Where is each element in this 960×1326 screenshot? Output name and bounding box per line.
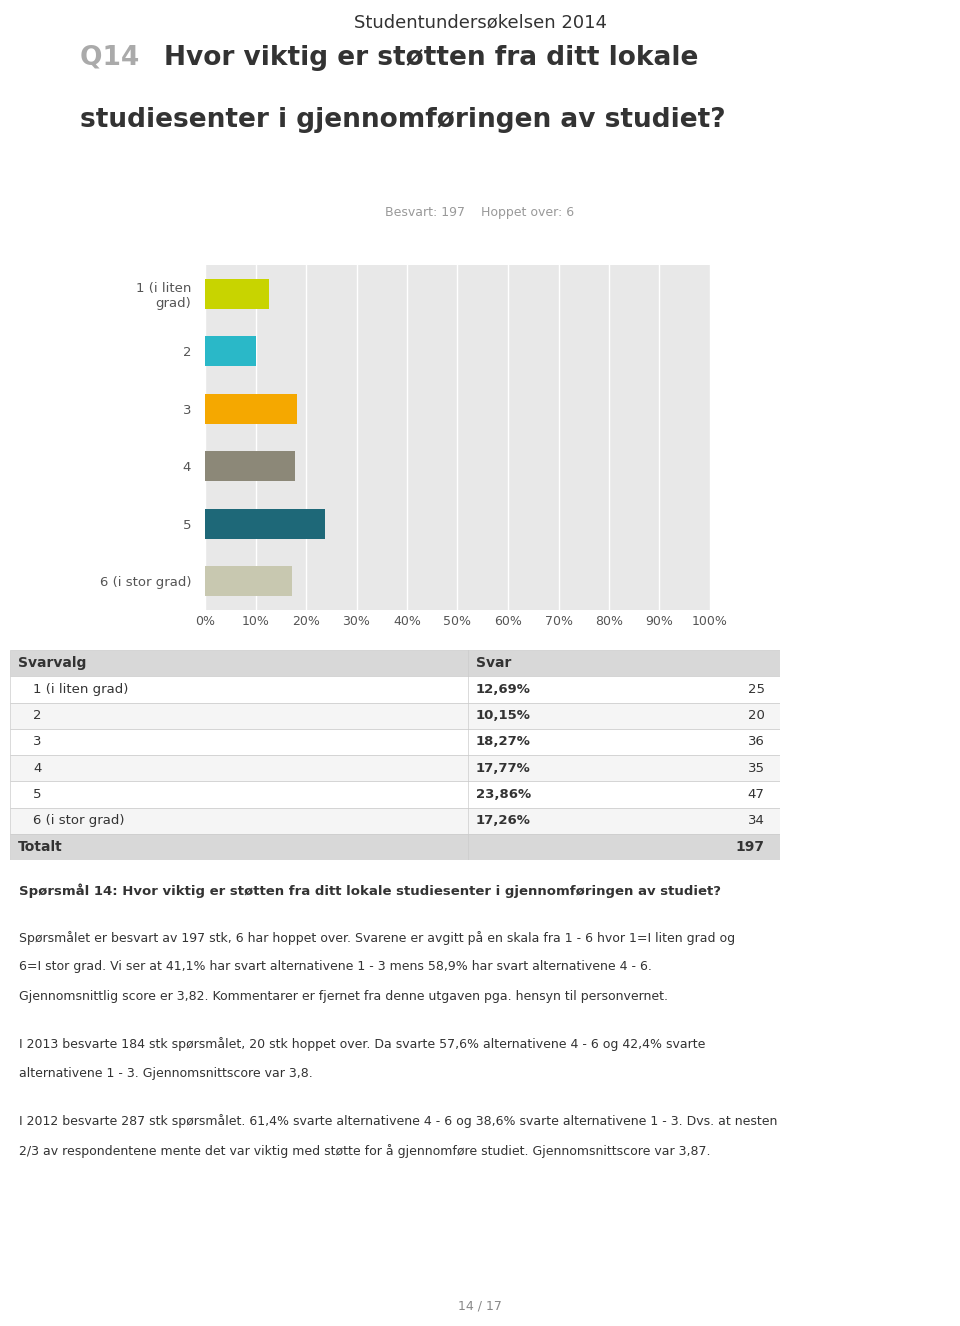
Text: Q14: Q14 — [80, 45, 149, 72]
Bar — [10, 650, 780, 676]
Text: 1 (i liten grad): 1 (i liten grad) — [33, 683, 129, 696]
Bar — [10, 703, 780, 729]
Text: Studentundersøkelsen 2014: Studentundersøkelsen 2014 — [353, 13, 607, 32]
Text: Hvor viktig er støtten fra ditt lokale: Hvor viktig er støtten fra ditt lokale — [164, 45, 698, 72]
Text: 36: 36 — [748, 736, 764, 748]
Text: S: S — [33, 28, 53, 57]
Text: 14 / 17: 14 / 17 — [458, 1299, 502, 1313]
Text: I 2012 besvarte 287 stk spørsmålet. 61,4% svarte alternativene 4 - 6 og 38,6% sv: I 2012 besvarte 287 stk spørsmålet. 61,4… — [19, 1115, 778, 1128]
Text: 2: 2 — [33, 709, 41, 723]
Text: 18,27%: 18,27% — [476, 736, 531, 748]
Text: Svarvalg: Svarvalg — [17, 656, 86, 670]
Bar — [205, 509, 325, 538]
Text: 12,69%: 12,69% — [476, 683, 531, 696]
Text: 10,15%: 10,15% — [476, 709, 531, 723]
Text: 17,77%: 17,77% — [476, 761, 531, 774]
Text: 3: 3 — [33, 736, 41, 748]
Bar — [10, 808, 780, 834]
Text: Gjennomsnittlig score er 3,82. Kommentarer er fjernet fra denne utgaven pga. hen: Gjennomsnittlig score er 3,82. Kommentar… — [19, 991, 668, 1002]
Text: 197: 197 — [735, 839, 764, 854]
Text: 34: 34 — [748, 814, 764, 827]
Text: Spørsmål 14: Hvor viktig er støtten fra ditt lokale studiesenter i gjennomføring: Spørsmål 14: Hvor viktig er støtten fra … — [19, 883, 721, 898]
Bar — [10, 834, 780, 861]
Bar — [10, 754, 780, 781]
Text: Totalt: Totalt — [17, 839, 62, 854]
Text: 20: 20 — [748, 709, 764, 723]
Bar — [10, 729, 780, 754]
Bar — [205, 337, 256, 366]
Bar — [205, 566, 292, 597]
Text: 6 (i stor grad): 6 (i stor grad) — [33, 814, 125, 827]
Bar — [205, 278, 269, 309]
Bar — [10, 676, 780, 703]
Bar — [205, 451, 295, 481]
Text: 25: 25 — [748, 683, 764, 696]
Bar — [205, 394, 298, 424]
Text: 23,86%: 23,86% — [476, 788, 531, 801]
Text: 35: 35 — [748, 761, 764, 774]
Text: 6=I stor grad. Vi ser at 41,1% har svart alternativene 1 - 3 mens 58,9% har svar: 6=I stor grad. Vi ser at 41,1% har svart… — [19, 960, 652, 973]
Text: Besvart: 197    Hoppet over: 6: Besvart: 197 Hoppet over: 6 — [385, 206, 575, 219]
Text: I 2013 besvarte 184 stk spørsmålet, 20 stk hoppet over. Da svarte 57,6% alternat: I 2013 besvarte 184 stk spørsmålet, 20 s… — [19, 1037, 706, 1052]
Text: 47: 47 — [748, 788, 764, 801]
Text: Spørsmålet er besvart av 197 stk, 6 har hoppet over. Svarene er avgitt på en ska: Spørsmålet er besvart av 197 stk, 6 har … — [19, 931, 735, 944]
Text: alternativene 1 - 3. Gjennomsnittscore var 3,8.: alternativene 1 - 3. Gjennomsnittscore v… — [19, 1067, 313, 1081]
Text: Svar: Svar — [476, 656, 512, 670]
Bar — [10, 781, 780, 808]
Text: 5: 5 — [33, 788, 41, 801]
Text: 2/3 av respondentene mente det var viktig med støtte for å gjennomføre studiet. : 2/3 av respondentene mente det var vikti… — [19, 1144, 711, 1158]
Text: studiesenter i gjennomføringen av studiet?: studiesenter i gjennomføringen av studie… — [80, 107, 726, 134]
Text: 17,26%: 17,26% — [476, 814, 531, 827]
Text: 4: 4 — [33, 761, 41, 774]
